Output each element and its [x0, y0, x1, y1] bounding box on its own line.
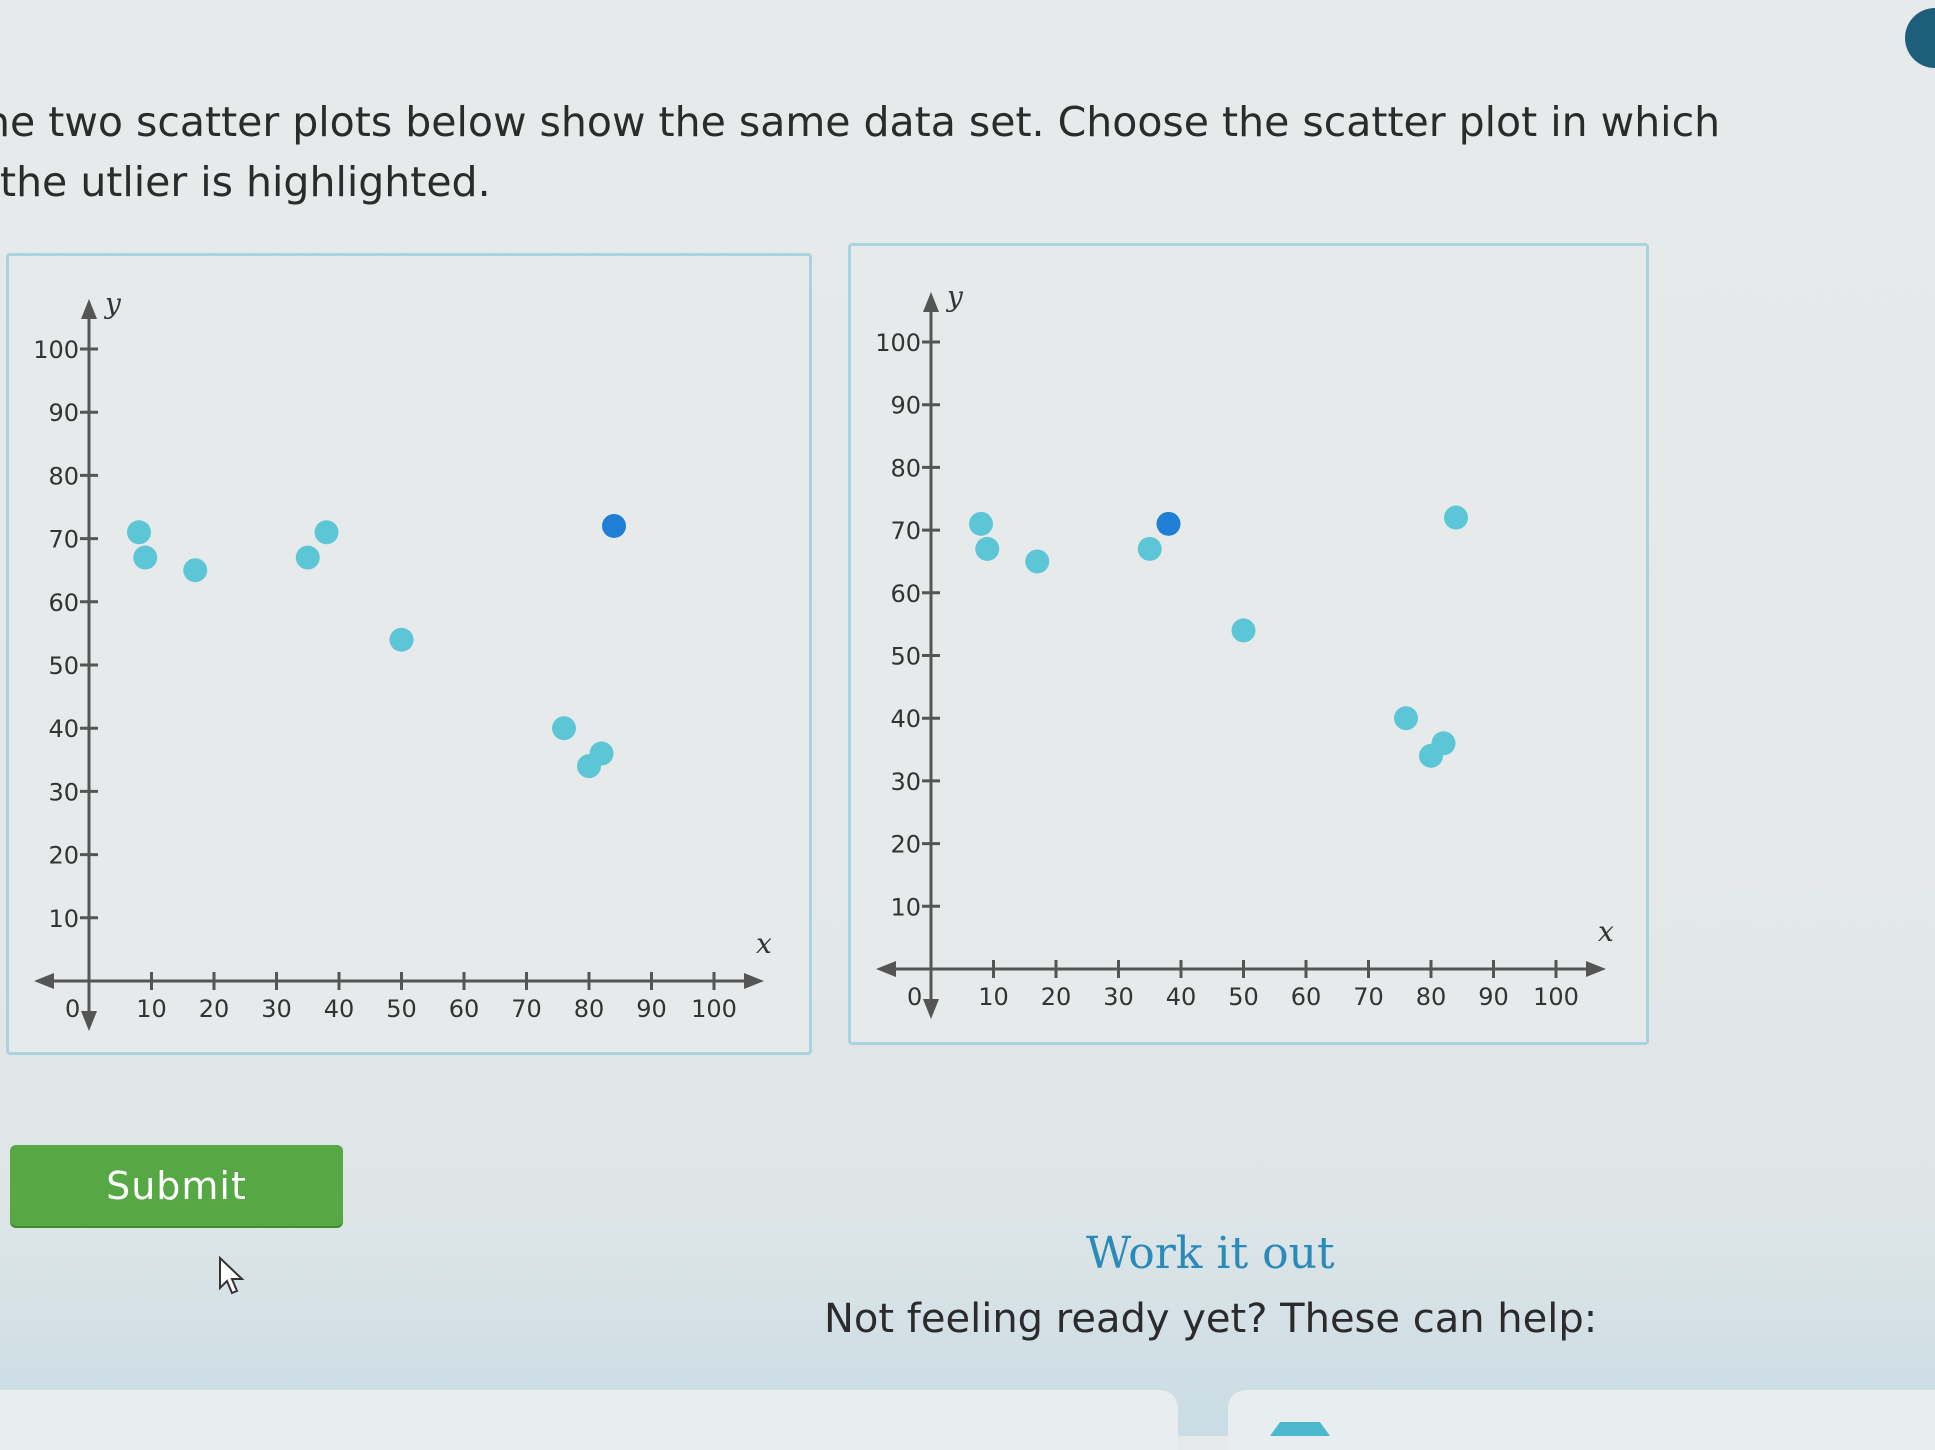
scatter-point [389, 627, 414, 652]
x-tick-label: 80 [1416, 983, 1447, 1011]
y-tick-label: 50 [890, 643, 921, 671]
scatter-point [1444, 505, 1468, 530]
scatter-point [589, 741, 614, 766]
help-prompt-text: Not feeling ready yet? These can help: [824, 1296, 1598, 1342]
x-tick-label: 20 [1041, 983, 1072, 1011]
top-right-corner-widget[interactable] [1905, 8, 1935, 68]
y-tick-label: 60 [48, 589, 79, 617]
resource-icon [1270, 1422, 1330, 1436]
scatter-plot-1-svg: x y 0 10 20 30 40 50 60 70 80 90 100 10 20 30 40 50 60 70 80… [33, 287, 772, 1031]
x-tick-label: 60 [1291, 983, 1322, 1011]
scatter-point [969, 511, 993, 536]
y-tick-label: 100 [875, 329, 921, 357]
y-tick-label: 20 [890, 831, 921, 859]
scatter-point [1394, 706, 1418, 731]
origin-label: 0 [907, 983, 922, 1011]
y-axis-arrow-down-icon [923, 999, 939, 1019]
x-tick-label: 100 [691, 995, 737, 1023]
work-it-out-link[interactable]: Work it out [1086, 1228, 1335, 1279]
question-text: he two scatter plots below show the same… [0, 98, 1721, 206]
y-tick-label: 10 [48, 905, 79, 933]
x-tick-label: 40 [324, 995, 355, 1023]
x-axis-arrow-right-icon [744, 973, 764, 989]
scatter-plot-2-svg: x y 0 10 20 30 40 50 60 70 80 90 100 10 20 30 40 50 60 70 80… [875, 280, 1614, 1019]
help-resources-strip [0, 1390, 1935, 1450]
y-tick-label: 40 [890, 705, 921, 733]
x-tick-label: 70 [511, 995, 542, 1023]
y-tick-label: 80 [890, 454, 921, 482]
scatter-point [183, 558, 208, 583]
scatter-point [1231, 618, 1256, 643]
y-axis-label: y [945, 280, 964, 313]
x-tick-label: 10 [136, 995, 167, 1023]
origin-label: 0 [65, 995, 80, 1023]
x-axis-arrow-left-icon [876, 961, 896, 977]
y-tick-label: 80 [48, 462, 79, 490]
x-tick-label: 50 [1228, 983, 1259, 1011]
x-tick-label: 30 [261, 995, 292, 1023]
y-tick-label: 50 [48, 652, 79, 680]
scatter-point [1137, 536, 1162, 561]
help-resource-card-2[interactable] [1228, 1390, 1935, 1450]
scatter-point [127, 520, 151, 545]
x-tick-label: 50 [386, 995, 417, 1023]
scatter-plot-option-1[interactable]: x y 0 10 20 30 40 50 60 70 80 90 100 10 20 30 40 50 60 70 80… [6, 253, 812, 1055]
y-tick-label: 30 [48, 778, 79, 806]
x-tick-label: 40 [1166, 983, 1197, 1011]
x-tick-label: 100 [1533, 983, 1579, 1011]
x-tick-label: 90 [1478, 983, 1509, 1011]
x-tick-label: 90 [636, 995, 667, 1023]
x-axis-label: x [756, 927, 772, 960]
scatter-point [552, 716, 576, 741]
x-tick-label: 80 [574, 995, 605, 1023]
y-tick-label: 90 [48, 399, 79, 427]
y-axis-label: y [103, 287, 122, 320]
y-tick-label: 40 [48, 715, 79, 743]
submit-button[interactable]: Submit [10, 1145, 343, 1226]
help-resource-card-1[interactable] [0, 1390, 1178, 1450]
y-tick-label: 60 [890, 580, 921, 608]
y-tick-label: 70 [890, 517, 921, 545]
scatter-point-highlighted [602, 513, 626, 538]
y-axis-arrow-up-icon [81, 299, 97, 319]
x-tick-label: 60 [449, 995, 480, 1023]
y-axis-arrow-down-icon [81, 1011, 97, 1031]
y-axis-arrow-up-icon [923, 292, 939, 312]
scatter-point [314, 520, 339, 545]
mouse-pointer-icon [219, 1256, 245, 1295]
scatter-point [975, 536, 1000, 561]
y-tick-label: 100 [33, 336, 79, 364]
scatter-point [1025, 549, 1050, 574]
y-tick-label: 20 [48, 842, 79, 870]
x-tick-label: 10 [978, 983, 1009, 1011]
y-tick-label: 30 [890, 768, 921, 796]
x-tick-label: 20 [199, 995, 230, 1023]
scatter-plot-option-2[interactable]: x y 0 10 20 30 40 50 60 70 80 90 100 10 20 30 40 50 60 70 80… [848, 243, 1649, 1045]
x-tick-label: 70 [1353, 983, 1384, 1011]
y-tick-label: 10 [890, 893, 921, 921]
y-tick-label: 70 [48, 526, 79, 554]
scatter-point [295, 545, 320, 570]
scatter-point-highlighted [1156, 511, 1181, 536]
y-tick-label: 90 [890, 392, 921, 420]
x-axis-arrow-left-icon [34, 973, 54, 989]
scatter-point [1431, 731, 1456, 756]
scatter-point [133, 545, 158, 570]
x-axis-label: x [1598, 915, 1614, 948]
x-tick-label: 30 [1103, 983, 1134, 1011]
x-axis-arrow-right-icon [1586, 961, 1606, 977]
